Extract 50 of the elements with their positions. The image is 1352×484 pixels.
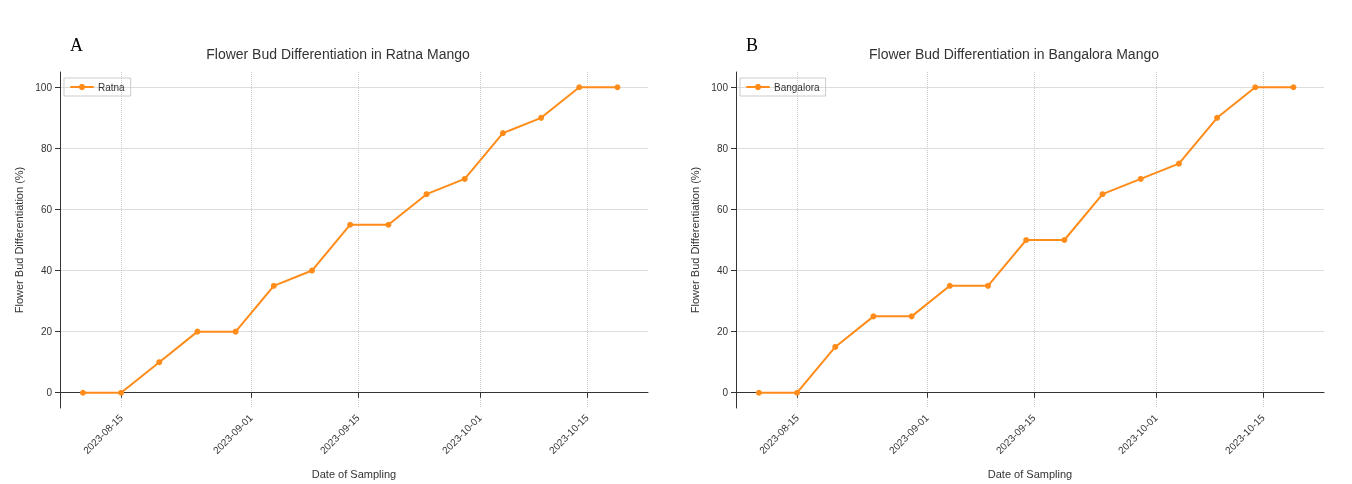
point [614, 84, 621, 91]
point [1290, 84, 1297, 91]
y-tick-label: 20 [40, 326, 53, 338]
point [309, 267, 315, 274]
point [347, 221, 354, 228]
x-axis-title: Date of Sampling [987, 467, 1073, 480]
point [946, 282, 953, 289]
point [232, 328, 239, 335]
text: B [746, 35, 759, 55]
point [870, 313, 877, 320]
point [194, 328, 201, 335]
point [461, 175, 468, 182]
point [755, 389, 762, 396]
point [908, 313, 915, 320]
y-axis-title: Flower Bud Differentiation (%) [12, 166, 25, 314]
point [985, 282, 991, 289]
point [423, 191, 430, 198]
y-tick-label: 40 [716, 265, 729, 277]
point [1061, 237, 1068, 243]
point [1252, 84, 1259, 91]
y-tick-label: 80 [40, 142, 53, 154]
y-axis-title: Flower Bud Differentiation (%) [688, 166, 701, 314]
point [832, 343, 839, 350]
point [79, 389, 86, 396]
chart-title: Flower Bud Differentiation in Ratna Mango [206, 46, 470, 62]
point [1099, 191, 1106, 198]
y-tick-label: 60 [716, 203, 729, 215]
y-tick-label: 80 [716, 142, 729, 154]
legend-label: Bangalora [774, 81, 821, 93]
point [270, 282, 277, 289]
point [1023, 237, 1030, 243]
point [538, 114, 545, 121]
y-tick-label: 100 [711, 81, 729, 93]
y-tick-label: 40 [40, 265, 53, 277]
y-tick-label: 20 [716, 326, 729, 338]
point [1214, 114, 1221, 121]
y-tick-label: 0 [46, 387, 53, 399]
point [385, 221, 392, 228]
legend-label: Ratna [98, 81, 126, 93]
chart-title: Flower Bud Differentiation in Bangalora Mango [868, 46, 1160, 62]
point [576, 84, 583, 91]
point [1137, 175, 1144, 182]
point [156, 359, 163, 366]
y-tick-label: 60 [40, 203, 53, 215]
text: A [70, 35, 83, 55]
point [1175, 160, 1182, 167]
y-tick-label: 0 [722, 387, 729, 399]
x-axis-title: Date of Sampling [311, 467, 397, 480]
point [499, 130, 506, 137]
y-tick-label: 100 [35, 81, 53, 93]
